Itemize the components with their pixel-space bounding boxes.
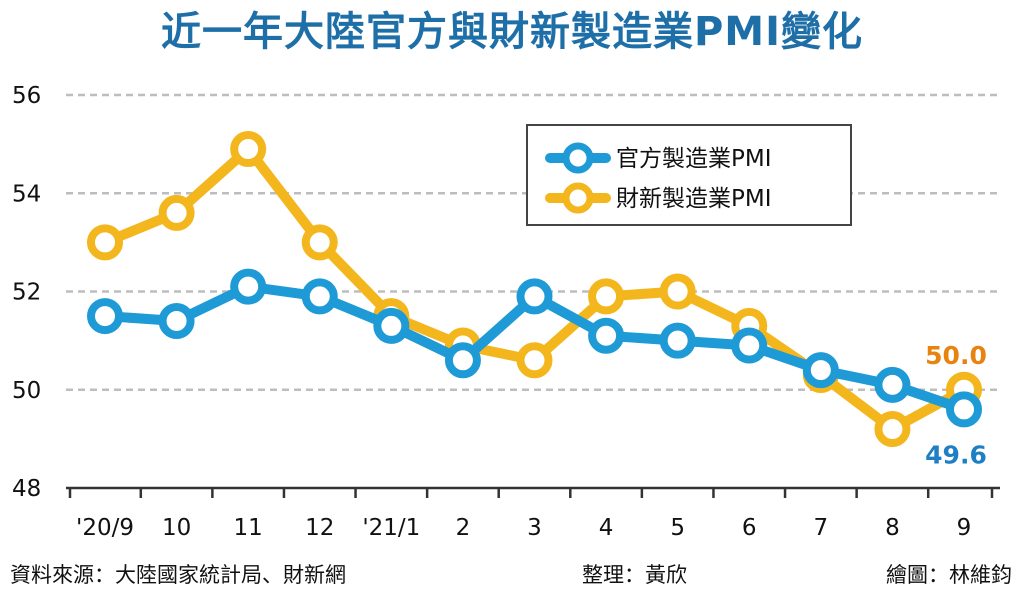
data-point: [659, 322, 696, 359]
editor-credit: 整理：黃欣: [582, 563, 687, 587]
series-official: [87, 268, 982, 428]
legend: 官方製造業PMI 財新製造業PMI: [526, 124, 852, 226]
x-tick-label: 7: [814, 515, 829, 541]
x-tick-label: 9: [957, 515, 972, 541]
data-point: [158, 194, 195, 231]
y-tick-label: 48: [12, 476, 41, 502]
x-tick-label: 11: [234, 515, 263, 541]
x-tick-label: 4: [599, 515, 614, 541]
x-tick-label: 8: [885, 515, 900, 541]
data-point: [946, 391, 982, 428]
data-point: [301, 278, 338, 315]
chart-title: 近一年大陸官方與財新製造業PMI變化: [160, 9, 863, 55]
legend-swatch-marker: [562, 182, 594, 214]
x-tick-label: 3: [527, 515, 542, 541]
y-tick-label: 50: [12, 378, 41, 404]
data-point: [87, 298, 123, 335]
source-note: 資料來源：大陸國家統計局、財新網: [10, 563, 346, 587]
data-point: [230, 268, 267, 305]
x-tick-label: 2: [456, 515, 471, 541]
data-point: [731, 327, 768, 364]
legend-label: 財新製造業PMI: [616, 186, 772, 212]
legend-label: 官方製造業PMI: [616, 146, 772, 172]
artist-credit: 繪圖：林維鈞: [886, 563, 1012, 587]
data-point: [588, 317, 625, 354]
data-point: [158, 302, 195, 339]
data-point: [301, 224, 338, 261]
series-lines: [87, 131, 982, 448]
data-point: [516, 278, 553, 315]
y-tick-label: 54: [12, 181, 41, 207]
data-point: [874, 366, 911, 403]
data-point: [802, 352, 839, 389]
y-tick-label: 56: [12, 83, 41, 109]
data-point: [516, 342, 553, 379]
data-point: [230, 131, 267, 168]
data-point: [659, 273, 696, 310]
y-tick-label: 52: [12, 280, 41, 306]
x-tick-label: 6: [742, 515, 757, 541]
x-tick-label: 12: [305, 515, 334, 541]
last-value-label: 50.0: [925, 341, 987, 370]
x-tick-label: '20/9: [76, 515, 134, 541]
last-value-label: 49.6: [925, 440, 987, 469]
x-tick-label: '21/1: [362, 515, 420, 541]
legend-item: 官方製造業PMI: [545, 142, 772, 174]
data-labels: 49.6 50.0: [925, 341, 987, 470]
data-point: [444, 342, 481, 379]
data-point: [874, 411, 911, 448]
legend-item: 財新製造業PMI: [545, 182, 772, 214]
data-point: [588, 278, 625, 315]
data-point: [87, 224, 123, 261]
legend-swatch-marker: [562, 142, 594, 174]
x-tick-label: 5: [670, 515, 685, 541]
x-tick-label: 10: [162, 515, 191, 541]
data-point: [373, 307, 410, 344]
